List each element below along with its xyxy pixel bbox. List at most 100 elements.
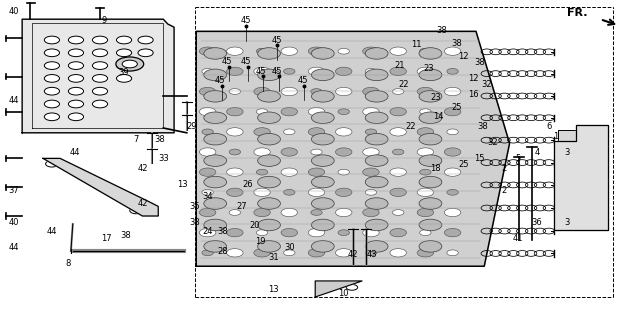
Circle shape — [308, 228, 325, 237]
Circle shape — [311, 210, 322, 215]
Circle shape — [204, 155, 227, 166]
Circle shape — [420, 169, 431, 175]
Circle shape — [311, 112, 334, 124]
Text: 32: 32 — [487, 138, 498, 147]
Text: 45: 45 — [272, 36, 282, 44]
Text: 16: 16 — [468, 90, 479, 99]
Circle shape — [68, 36, 84, 44]
Circle shape — [229, 149, 241, 155]
Text: 38: 38 — [120, 231, 130, 240]
Circle shape — [199, 208, 216, 217]
Circle shape — [311, 91, 334, 102]
Text: 3: 3 — [564, 218, 569, 227]
Circle shape — [202, 250, 213, 256]
Text: 31: 31 — [268, 253, 279, 262]
Circle shape — [390, 228, 406, 237]
Bar — [558, 199, 599, 214]
Circle shape — [227, 168, 243, 176]
Bar — [558, 130, 599, 146]
Text: 44: 44 — [9, 244, 19, 252]
Text: 45: 45 — [241, 16, 251, 25]
Bar — [558, 175, 599, 190]
Circle shape — [258, 198, 280, 209]
Circle shape — [281, 87, 298, 96]
Circle shape — [444, 87, 461, 96]
Text: 18: 18 — [430, 164, 441, 172]
Text: 6: 6 — [547, 122, 552, 131]
Circle shape — [365, 68, 377, 74]
Circle shape — [311, 149, 322, 155]
Circle shape — [254, 67, 270, 76]
Text: 12: 12 — [468, 74, 479, 83]
Circle shape — [419, 69, 442, 81]
Text: 35: 35 — [190, 202, 200, 211]
Circle shape — [311, 69, 334, 81]
Circle shape — [281, 148, 298, 156]
Circle shape — [258, 241, 280, 252]
Circle shape — [311, 133, 334, 145]
Circle shape — [447, 68, 458, 74]
Text: 20: 20 — [249, 221, 260, 230]
Circle shape — [444, 108, 461, 116]
Text: 38: 38 — [218, 228, 228, 236]
Circle shape — [44, 113, 60, 121]
Circle shape — [229, 89, 241, 94]
Circle shape — [365, 133, 388, 145]
Text: FR.: FR. — [567, 8, 587, 19]
Text: 4: 4 — [534, 148, 539, 156]
Text: 28: 28 — [218, 247, 228, 256]
Circle shape — [254, 208, 270, 217]
Circle shape — [335, 249, 352, 257]
Circle shape — [419, 219, 442, 231]
Text: 44: 44 — [70, 148, 80, 156]
Circle shape — [116, 49, 132, 57]
Text: 3: 3 — [564, 148, 569, 156]
Circle shape — [199, 108, 216, 116]
Circle shape — [284, 189, 295, 195]
Circle shape — [363, 228, 379, 237]
Circle shape — [44, 87, 60, 95]
Circle shape — [258, 176, 280, 188]
Circle shape — [308, 249, 325, 257]
Text: 33: 33 — [158, 154, 168, 163]
Text: 13: 13 — [268, 285, 279, 294]
Text: 27: 27 — [237, 202, 247, 211]
Text: 43: 43 — [367, 250, 377, 259]
Circle shape — [130, 207, 142, 214]
Circle shape — [365, 129, 377, 135]
Circle shape — [392, 149, 404, 155]
Circle shape — [204, 198, 227, 209]
Circle shape — [365, 91, 388, 102]
Circle shape — [308, 108, 325, 116]
Circle shape — [204, 48, 227, 59]
Polygon shape — [315, 281, 362, 297]
Circle shape — [311, 198, 334, 209]
Circle shape — [417, 188, 434, 196]
Circle shape — [44, 100, 60, 108]
Circle shape — [365, 69, 388, 81]
Text: 45: 45 — [241, 57, 251, 66]
Circle shape — [338, 48, 349, 54]
Circle shape — [204, 176, 227, 188]
Text: 45: 45 — [298, 76, 308, 85]
Text: 21: 21 — [395, 61, 405, 70]
Circle shape — [138, 49, 153, 57]
Text: 41: 41 — [513, 234, 523, 243]
Text: 29: 29 — [186, 122, 196, 131]
Text: 10: 10 — [338, 289, 348, 298]
Circle shape — [335, 87, 352, 96]
Circle shape — [363, 208, 379, 217]
Text: 40: 40 — [9, 218, 19, 227]
Circle shape — [44, 49, 60, 57]
Text: 9: 9 — [102, 16, 107, 25]
Circle shape — [116, 36, 132, 44]
Circle shape — [281, 108, 298, 116]
Circle shape — [68, 100, 84, 108]
Circle shape — [138, 36, 153, 44]
Circle shape — [444, 228, 461, 237]
Circle shape — [419, 112, 442, 124]
Circle shape — [365, 48, 388, 59]
Circle shape — [68, 49, 84, 57]
Polygon shape — [22, 19, 174, 133]
Circle shape — [365, 189, 377, 195]
